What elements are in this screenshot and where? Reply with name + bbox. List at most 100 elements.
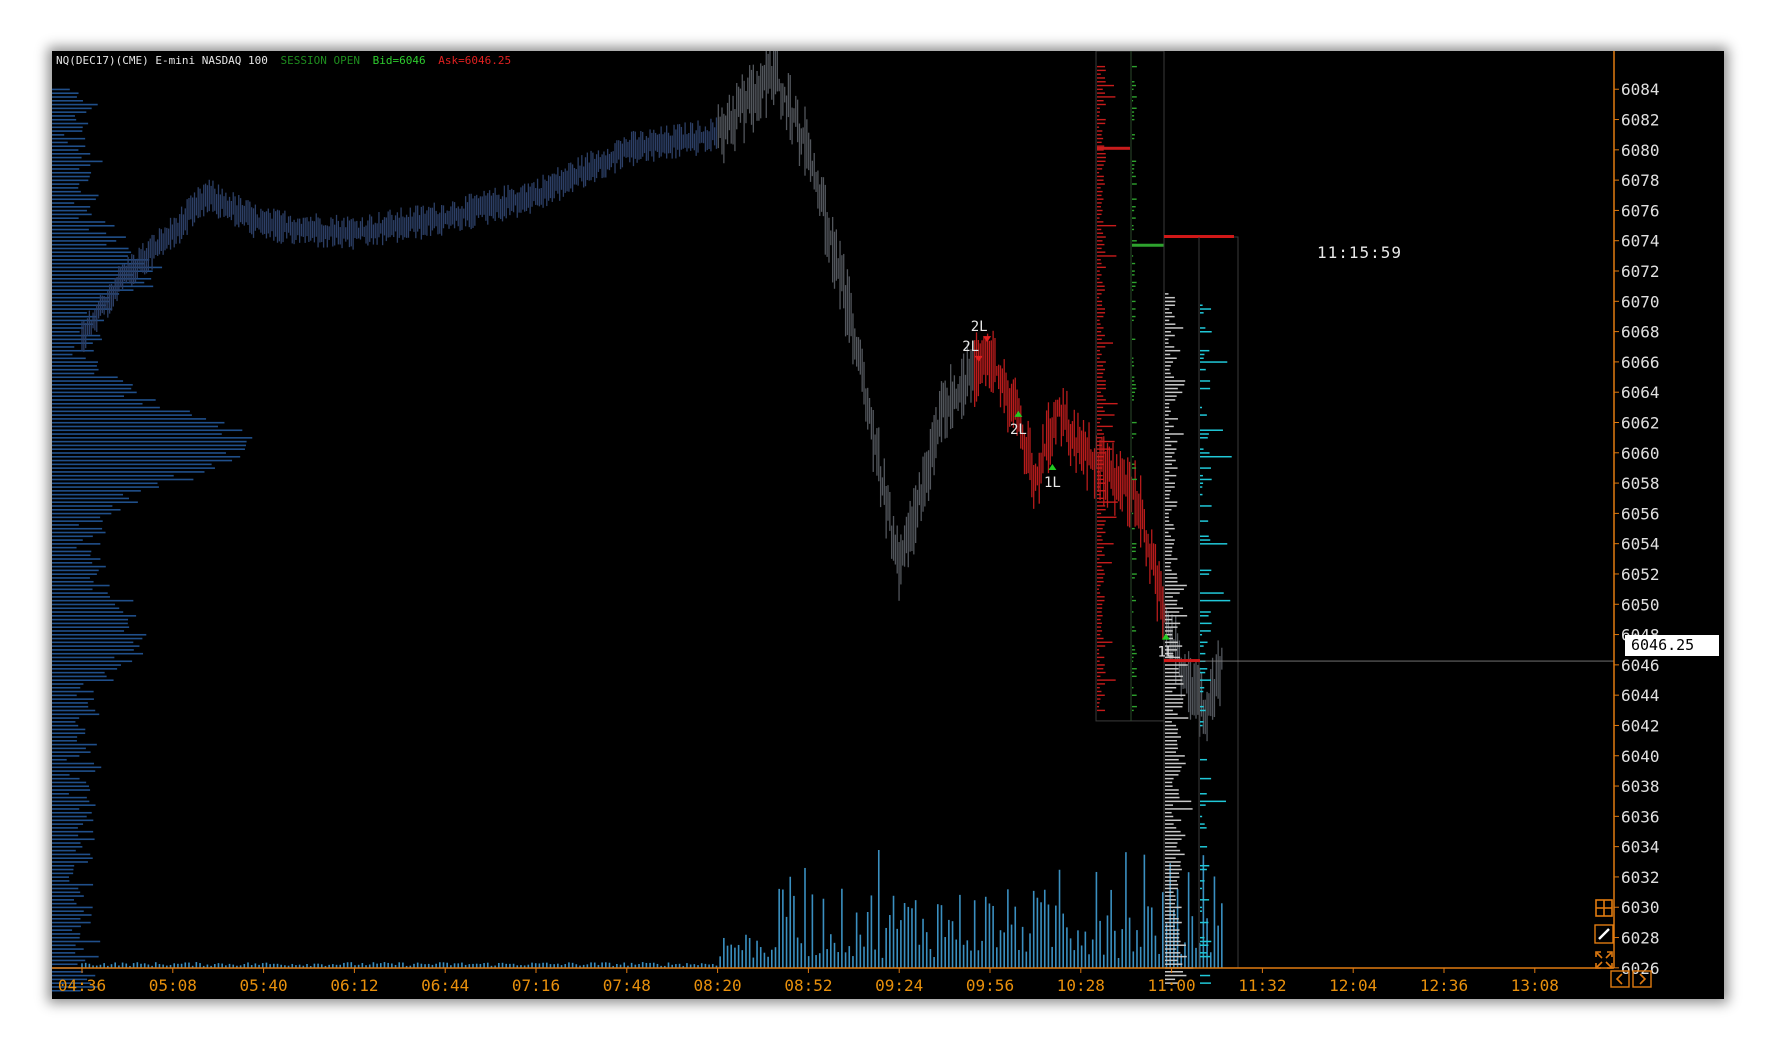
dom-ask-bar xyxy=(1200,543,1228,545)
volume-profile-bar xyxy=(52,565,106,568)
volume-bar xyxy=(830,934,832,968)
ask-profile-bar xyxy=(1097,414,1115,416)
volume-bar xyxy=(88,963,91,968)
volume-profile-bar xyxy=(52,933,81,935)
ask-profile-bar xyxy=(1097,187,1101,189)
dom-ask-bar xyxy=(1200,815,1203,818)
volume-bar xyxy=(284,965,286,968)
dom-bid-bar xyxy=(1165,770,1181,772)
price-tick-label: 6044 xyxy=(1621,686,1660,705)
price-tick-label: 6046 xyxy=(1621,656,1660,675)
volume-profile-bar xyxy=(52,247,129,250)
volume-profile-bar xyxy=(52,823,84,825)
volume-profile-bar xyxy=(52,474,174,477)
volume-bar xyxy=(387,962,389,968)
ask-profile-bar xyxy=(1097,679,1116,681)
dom-bid-bar xyxy=(1165,815,1174,818)
scroll-left-icon[interactable] xyxy=(1610,969,1630,989)
volume-profile-bar xyxy=(52,501,138,504)
dom-bid-bar xyxy=(1165,531,1169,534)
volume-profile-bar xyxy=(52,630,125,632)
volume-profile-bar xyxy=(52,349,94,352)
dom-ask-bar xyxy=(1200,505,1212,507)
time-tick-label: 04:36 xyxy=(58,976,106,995)
volume-bar xyxy=(1221,903,1223,968)
dom-ask-bar xyxy=(1200,520,1209,522)
volume-bar xyxy=(737,944,740,968)
volume-profile-bar xyxy=(52,202,75,204)
dom-ask-bar xyxy=(1200,452,1210,454)
last-price-marker xyxy=(1164,659,1200,663)
volume-profile-bar xyxy=(52,266,163,269)
dom-bid-bar xyxy=(1165,724,1177,727)
volume-profile-bar xyxy=(52,694,77,697)
ask-profile-bar xyxy=(1097,505,1106,507)
volume-profile-bar xyxy=(52,171,92,174)
volume-bar xyxy=(667,962,670,968)
volume-bar xyxy=(711,963,714,968)
dom-bid-bar xyxy=(1165,342,1169,344)
trade-marker-label: 2L xyxy=(971,319,988,335)
dom-ask-bar xyxy=(1200,952,1208,954)
scroll-right-icon[interactable] xyxy=(1632,969,1652,989)
volume-bar xyxy=(483,963,485,968)
profile-panel-frame xyxy=(1095,51,1165,722)
bid-profile-bar xyxy=(1132,626,1135,628)
volume-profile-bar xyxy=(52,194,99,197)
bid-profile-bar xyxy=(1132,285,1136,287)
volume-bar xyxy=(1198,942,1201,968)
volume-bar xyxy=(228,963,231,968)
volume-profile-bar xyxy=(52,728,86,731)
volume-bar xyxy=(984,896,987,968)
dom-ask-bar xyxy=(1200,308,1212,310)
dom-ask-bar xyxy=(1200,599,1231,602)
volume-profile-bar xyxy=(52,819,94,822)
volume-bar xyxy=(357,964,360,968)
bid-profile-bar xyxy=(1132,671,1135,674)
volume-bar xyxy=(756,940,758,968)
price-chart[interactable]: 2L 2L 2L 1L 1L 04:36 05:08 05:40 06:12 06:44 07:16… xyxy=(52,51,1724,999)
time-tick-label: 08:52 xyxy=(784,976,832,995)
volume-bar xyxy=(520,965,522,968)
volume-profile-bar xyxy=(52,834,79,837)
volume-bar xyxy=(1010,924,1013,968)
volume-profile-bar xyxy=(52,281,145,284)
dom-bid-bar xyxy=(1165,686,1177,689)
volume-profile-bar xyxy=(52,883,94,886)
volume-bar xyxy=(877,850,880,968)
volume-profile-bar xyxy=(52,368,99,371)
volume-profile-bar xyxy=(52,262,145,265)
volume-bar xyxy=(95,965,98,968)
dom-bid-bar xyxy=(1165,384,1185,386)
ask-profile-bar xyxy=(1097,118,1106,121)
ask-profile-bar xyxy=(1097,698,1101,700)
volume-bar xyxy=(689,964,692,968)
volume-bar xyxy=(420,963,423,968)
volume-bar xyxy=(516,965,519,968)
chart-window[interactable]: NQ(DEC17)(CME) E-mini NASDAQ 100 SESSION… xyxy=(52,51,1724,999)
volume-profile-bar xyxy=(52,455,241,458)
dom-ask-bar xyxy=(1200,936,1205,939)
volume-profile-bar xyxy=(52,183,80,185)
grid-icon[interactable] xyxy=(1594,898,1614,918)
ask-profile-bar xyxy=(1097,474,1103,477)
dom-bid-bar xyxy=(1165,478,1169,481)
volume-bar xyxy=(140,963,142,968)
dom-bid-bar xyxy=(1165,626,1178,628)
bid-profile-bar xyxy=(1132,546,1136,549)
volume-profile-bar xyxy=(52,372,95,375)
volume-bar xyxy=(1029,933,1031,968)
dom-ask-bar xyxy=(1200,482,1204,484)
volume-bar xyxy=(391,963,393,968)
volume-profile-bar xyxy=(52,679,114,682)
dom-ask-bar xyxy=(1200,331,1212,333)
volume-bar xyxy=(265,962,268,968)
volume-bar xyxy=(202,965,205,968)
volume-bar xyxy=(346,962,349,968)
volume-bar xyxy=(162,964,164,968)
pencil-icon[interactable] xyxy=(1594,924,1614,944)
dom-bid-bar xyxy=(1165,437,1171,439)
volume-bar xyxy=(490,965,493,968)
expand-icon[interactable] xyxy=(1594,950,1614,970)
time-tick-label: 08:20 xyxy=(694,976,742,995)
